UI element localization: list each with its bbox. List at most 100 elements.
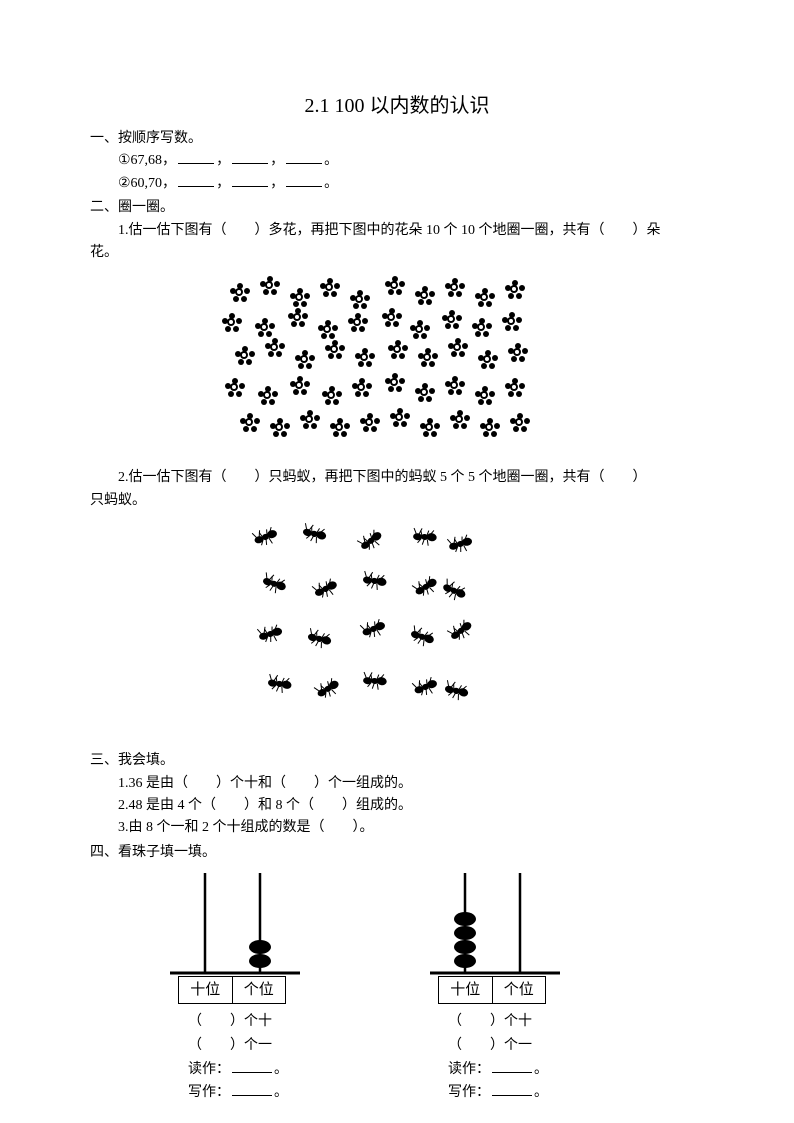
period: 。 <box>274 1085 288 1100</box>
ant-icon <box>352 522 389 556</box>
flower-icon <box>385 276 405 296</box>
ant-icon <box>443 529 476 556</box>
blank <box>232 1082 272 1096</box>
ant-icon <box>302 622 338 653</box>
write-label: 写作： <box>188 1085 230 1100</box>
blank <box>286 173 322 187</box>
flower-icon <box>270 418 290 438</box>
blank <box>178 173 214 187</box>
abacus-left-labels: 十位 个位 <box>178 976 286 1004</box>
write-label: 写作： <box>448 1085 490 1100</box>
sep: ， <box>270 176 284 191</box>
flower-icon <box>325 340 345 360</box>
ant-icon <box>358 666 391 693</box>
tens-label: 十位 <box>439 977 493 1003</box>
flower-icon <box>472 318 492 338</box>
flower-icon <box>410 320 430 340</box>
abacus-right-labels: 十位 个位 <box>438 976 546 1004</box>
flower-icon <box>448 338 468 358</box>
blank <box>232 1059 272 1073</box>
period: 。 <box>534 1062 548 1077</box>
period: 。 <box>274 1062 288 1077</box>
flower-icon <box>475 288 495 308</box>
ant-icon <box>253 619 286 646</box>
flower-icon <box>502 312 522 332</box>
gap <box>605 223 633 238</box>
ant-icon <box>307 572 343 603</box>
flower-icon <box>230 283 250 303</box>
flower-icon <box>350 290 370 310</box>
section2-q2-line1: 2.估一估下图有（ ）只蚂蚁，再把下图中的蚂蚁 5 个 5 个地圈一圈，共有（ … <box>90 467 704 489</box>
flower-icon <box>445 376 465 396</box>
ant-icon <box>442 612 479 646</box>
q2-prefix: ②60,70， <box>118 176 176 191</box>
abacus-left: 十位 个位 （ ）个十 （ ）个一 读作：。 写作：。 <box>160 868 340 1105</box>
end: 。 <box>324 176 338 191</box>
sep: ， <box>216 176 230 191</box>
gap <box>227 470 255 485</box>
abacus-right-text: （ ）个十 （ ）个一 读作：。 写作：。 <box>420 1010 600 1105</box>
flower-icon <box>415 383 435 403</box>
flower-icon <box>450 410 470 430</box>
flower-icon <box>260 276 280 296</box>
flower-icon <box>478 350 498 370</box>
flower-icon <box>348 313 368 333</box>
gap <box>605 470 633 485</box>
section3-q1: 1.36 是由（ ）个十和（ ）个一组成的。 <box>90 773 704 795</box>
flower-icon <box>295 350 315 370</box>
flower-icon <box>420 418 440 438</box>
q1-prefix: ①67,68， <box>118 153 176 168</box>
text: 2.估一估下图有（ <box>118 470 227 485</box>
ant-icon <box>439 674 475 705</box>
ant-icon <box>263 668 298 697</box>
ant-icon <box>408 522 441 549</box>
ant-icon <box>248 521 283 550</box>
read-label: 读作： <box>448 1062 490 1077</box>
ones-label: 个位 <box>233 977 286 1003</box>
flower-icon <box>418 348 438 368</box>
blank <box>492 1059 532 1073</box>
ones-label: 个位 <box>493 977 546 1003</box>
section2-q1-line2: 花。 <box>90 242 704 264</box>
flower-icon <box>442 310 462 330</box>
section3-heading: 三、我会填。 <box>90 750 704 772</box>
flower-icon <box>290 288 310 308</box>
ant-icon <box>257 566 293 599</box>
flower-icon <box>385 373 405 393</box>
ant-icon <box>405 619 441 652</box>
flower-image <box>90 268 704 463</box>
row-one: （ ）个一 <box>188 1034 340 1058</box>
flower-icon <box>222 313 242 333</box>
abacus-row: 十位 个位 （ ）个十 （ ）个一 读作：。 写作：。 十位 个位 （ ）个十 … <box>90 868 704 1105</box>
flower-icon <box>355 348 375 368</box>
flower-icon <box>352 378 372 398</box>
text: ）多花，再把下图中的花朵 10 个 10 个地圈一圈，共有（ <box>255 223 605 238</box>
ant-image <box>90 516 704 746</box>
section1-heading: 一、按顺序写数。 <box>90 128 704 150</box>
flower-icon <box>265 338 285 358</box>
ant-icon <box>356 613 391 642</box>
abacus-left-text: （ ）个十 （ ）个一 读作：。 写作：。 <box>160 1010 340 1105</box>
flower-icon <box>290 376 310 396</box>
flower-icon <box>360 413 380 433</box>
sep: ， <box>216 153 230 168</box>
section3-q2: 2.48 是由 4 个（ ）和 8 个（ ）组成的。 <box>90 795 704 817</box>
section1-q1: ①67,68，，，。 <box>90 150 704 172</box>
blank <box>286 150 322 164</box>
flower-icon <box>240 413 260 433</box>
flower-icon <box>318 320 338 340</box>
text: ） <box>633 470 647 485</box>
page-title: 2.1 100 以内数的认识 <box>90 90 704 122</box>
ant-icon <box>437 572 474 606</box>
flower-icon <box>235 346 255 366</box>
end: 。 <box>324 153 338 168</box>
ant-icon <box>408 671 443 700</box>
read-label: 读作： <box>188 1062 230 1077</box>
abacus-right: 十位 个位 （ ）个十 （ ）个一 读作：。 写作：。 <box>420 868 600 1105</box>
section2-q2-line2: 只蚂蚁。 <box>90 490 704 512</box>
row-one: （ ）个一 <box>448 1034 600 1058</box>
flower-icon <box>510 413 530 433</box>
row-ten: （ ）个十 <box>448 1010 600 1034</box>
ant-icon <box>358 565 393 594</box>
flower-icon <box>330 418 350 438</box>
